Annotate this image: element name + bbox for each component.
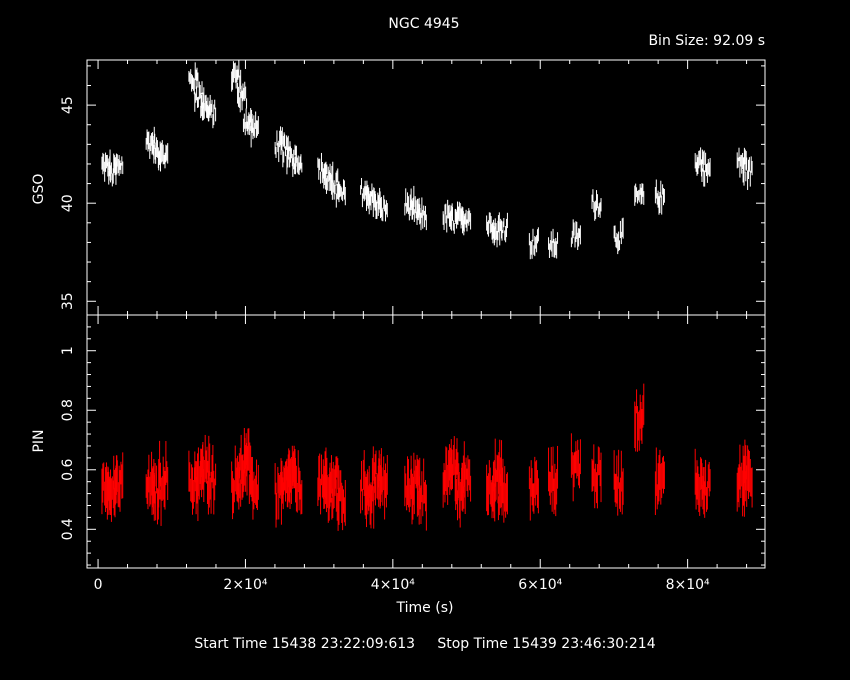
gso-point (292, 145, 303, 177)
pin-ytick-label: 0.6 (60, 459, 76, 481)
gso-point (634, 183, 645, 206)
gso-point (700, 152, 711, 187)
pin-ytick-label: 1 (60, 346, 76, 355)
gso-point (613, 217, 624, 255)
gso-point (237, 81, 248, 113)
gso-point (329, 168, 340, 200)
gso-data (101, 60, 753, 260)
pin-frame (86, 314, 766, 569)
gso-point (742, 156, 753, 190)
pin-point (570, 433, 581, 502)
pin-point (292, 450, 303, 515)
gso-point (461, 208, 472, 234)
pin-point (528, 456, 539, 521)
x-tick-label: 2×10⁴ (223, 577, 267, 593)
start-time-label: Start Time 15438 23:22:09:613 (194, 636, 416, 652)
pin-point (497, 458, 508, 523)
bin-size-label: Bin Size: 92.09 s (648, 33, 765, 49)
stop-time-label: Stop Time 15439 23:46:30:214 (437, 636, 656, 652)
gso-point (497, 212, 508, 243)
pin-point (742, 439, 753, 508)
pin-axis-label: PIN (31, 429, 47, 452)
pin-point (613, 449, 624, 516)
x-tick-label: 8×10⁴ (666, 577, 710, 593)
pin-point (158, 440, 169, 510)
gso-ytick-label: 35 (60, 292, 76, 310)
pin-point (416, 458, 427, 531)
gso-point (231, 60, 242, 93)
pin-ytick-label: 0.8 (60, 399, 76, 421)
pin-point (329, 455, 340, 510)
gso-panel: 35 40 45 (60, 59, 766, 316)
pin-point (634, 383, 645, 452)
chart-title: NGC 4945 (388, 16, 459, 32)
pin-point (654, 447, 665, 516)
gso-frame (86, 59, 766, 316)
pin-point (206, 444, 217, 515)
gso-point (377, 191, 388, 222)
time-range-footer: Start Time 15438 23:22:09:613 Stop Time … (0, 636, 850, 652)
gso-point (591, 189, 602, 221)
gso-point (248, 111, 259, 148)
gso-ytick-label: 40 (60, 194, 76, 212)
gso-point (113, 153, 124, 176)
gso-point (158, 140, 169, 172)
gso-point (570, 219, 581, 250)
x-tick-label: 6×10⁴ (518, 577, 562, 593)
pin-point (377, 450, 388, 520)
gso-axis-label: GSO (31, 174, 47, 205)
pin-data (101, 383, 753, 531)
pin-point (461, 441, 472, 515)
pin-point (591, 444, 602, 509)
gso-point (548, 228, 559, 259)
pin-point (113, 452, 124, 513)
pin-point (548, 445, 559, 517)
gso-point (188, 62, 199, 95)
x-tick-label: 0 (94, 577, 103, 593)
x-tick-label: 4×10⁴ (371, 577, 415, 593)
pin-point (700, 459, 711, 518)
pin-point (248, 459, 259, 520)
gso-point (416, 197, 427, 231)
gso-point (335, 179, 346, 208)
gso-ytick-label: 45 (60, 96, 76, 114)
pin-point (410, 454, 421, 517)
pin-panel: 0.4 0.6 0.8 1 0 2×10⁴ 4×10⁴ 6×10⁴ 8×10⁴ (60, 314, 766, 593)
gso-point (528, 227, 539, 260)
x-axis-label: Time (s) (396, 600, 454, 616)
pin-point (335, 470, 346, 531)
pin-ytick-label: 0.4 (60, 518, 76, 540)
gso-point (654, 179, 665, 215)
gso-point (206, 94, 217, 129)
